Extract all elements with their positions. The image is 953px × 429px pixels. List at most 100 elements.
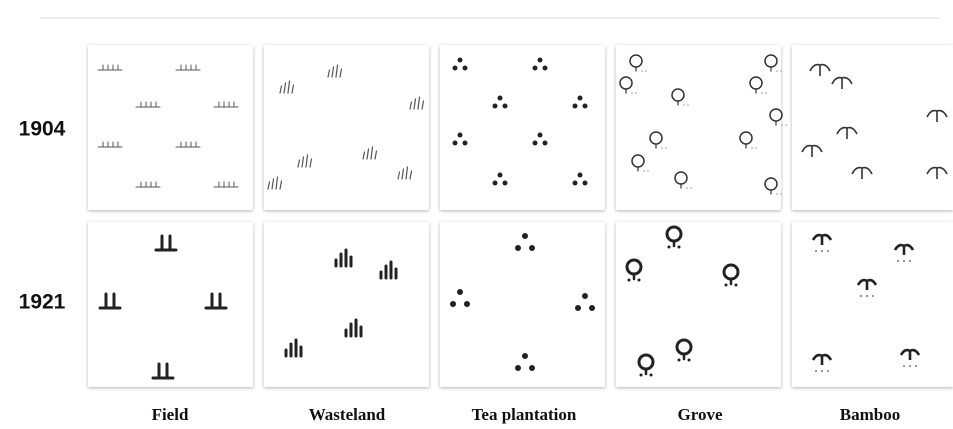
dot — [457, 289, 463, 295]
stroke — [409, 170, 413, 180]
dot — [497, 172, 503, 178]
stroke — [417, 96, 421, 110]
symbol-set — [98, 234, 228, 380]
dot — [645, 70, 647, 72]
stroke — [327, 69, 331, 78]
leaf — [893, 243, 915, 255]
leaf — [851, 166, 873, 179]
dot — [582, 103, 588, 109]
dot — [450, 301, 456, 307]
dot — [452, 140, 458, 146]
dot — [827, 370, 829, 372]
leaf — [801, 144, 823, 157]
stroke — [339, 68, 343, 78]
leaf — [811, 353, 833, 365]
stroke — [291, 84, 295, 94]
stroke — [267, 181, 271, 190]
symbol-set — [284, 248, 398, 358]
dot — [522, 233, 528, 239]
dot — [457, 132, 463, 138]
symbol-set — [452, 57, 588, 186]
dot — [572, 103, 578, 109]
dot — [677, 245, 681, 249]
dot — [492, 180, 498, 186]
stroke — [370, 146, 374, 160]
symbol-set — [450, 233, 595, 371]
stroke — [305, 154, 309, 168]
leaf — [809, 63, 831, 76]
dot — [661, 147, 663, 149]
dot — [776, 70, 778, 72]
dot — [821, 370, 823, 372]
dot — [872, 295, 874, 297]
dot — [537, 57, 543, 63]
dot — [903, 365, 905, 367]
dot — [572, 180, 578, 186]
stroke — [335, 64, 339, 78]
panel — [264, 222, 429, 387]
dot — [755, 147, 757, 149]
dot — [780, 70, 782, 72]
dot — [462, 65, 468, 71]
leaf — [831, 76, 853, 89]
dot — [542, 140, 548, 146]
dot — [815, 370, 817, 372]
stroke — [301, 156, 305, 168]
dot — [537, 132, 543, 138]
dot — [639, 373, 643, 377]
leaf — [856, 278, 878, 290]
stroke — [297, 159, 301, 168]
dot — [627, 278, 631, 282]
dot — [532, 140, 538, 146]
dot — [522, 353, 528, 359]
dot — [909, 365, 911, 367]
panel — [264, 45, 429, 210]
dot — [631, 92, 633, 94]
dot — [687, 358, 691, 362]
stroke — [275, 176, 279, 190]
stroke — [271, 178, 275, 190]
dot — [462, 140, 468, 146]
dot — [761, 92, 763, 94]
dot — [464, 301, 470, 307]
dot — [860, 295, 862, 297]
symbol-set — [811, 233, 921, 372]
symbol-set — [801, 63, 948, 179]
stroke — [409, 101, 413, 110]
stroke — [366, 148, 370, 160]
stroke — [283, 82, 287, 94]
dot — [665, 147, 667, 149]
leaf — [926, 166, 948, 179]
dot — [515, 365, 521, 371]
dot — [724, 283, 728, 287]
dot — [827, 250, 829, 252]
dot — [649, 373, 653, 377]
dot — [683, 104, 685, 106]
leaf — [836, 126, 858, 139]
symbol-set — [619, 54, 787, 195]
column-label: Field — [152, 405, 189, 424]
dot — [866, 295, 868, 297]
stroke — [279, 85, 283, 94]
dot — [690, 187, 692, 189]
column-label: Grove — [677, 405, 722, 424]
stroke — [401, 168, 405, 180]
dot — [903, 260, 905, 262]
stroke — [309, 158, 313, 168]
dot — [637, 278, 641, 282]
dot — [667, 245, 671, 249]
stroke — [374, 150, 378, 160]
stroke — [413, 98, 417, 110]
leaf — [899, 348, 921, 360]
dot — [577, 172, 583, 178]
column-label: Tea plantation — [472, 405, 577, 424]
dot — [677, 358, 681, 362]
dot — [582, 180, 588, 186]
row-label: 1904 — [19, 118, 66, 141]
stroke — [279, 180, 283, 190]
dot — [452, 65, 458, 71]
dot — [909, 260, 911, 262]
dot — [575, 305, 581, 311]
panel — [616, 222, 781, 387]
